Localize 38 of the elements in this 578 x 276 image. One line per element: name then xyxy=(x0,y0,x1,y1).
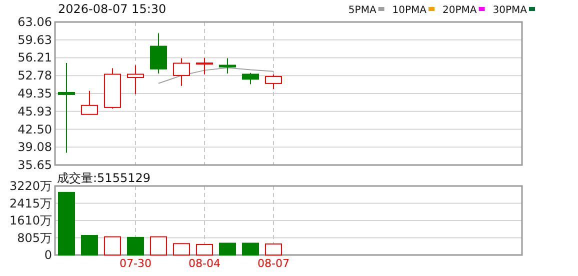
candlestick xyxy=(196,57,213,75)
legend-label: 10PMA xyxy=(392,5,427,16)
y-tick-label: 59.63 xyxy=(18,32,52,47)
bar xyxy=(81,235,98,256)
y-tick-label: 39.08 xyxy=(18,140,52,154)
x-tick-label: 08-04 xyxy=(188,257,220,270)
x-tick-label: 07-30 xyxy=(120,257,152,270)
legend-label: 5PMA xyxy=(348,5,376,16)
y-tick-label: 35.65 xyxy=(18,158,52,172)
bar xyxy=(265,243,282,256)
bar xyxy=(58,192,75,256)
y-tick-label: 49.35 xyxy=(18,86,52,101)
legend-label: 30PMA xyxy=(492,5,528,16)
y-tick-label: 2415万 xyxy=(9,196,52,210)
y-tick-label: 1610万 xyxy=(9,214,52,228)
bar xyxy=(219,242,236,256)
chart-title: 成交量:5155129 xyxy=(57,171,150,185)
y-tick-label: 805万 xyxy=(17,230,52,245)
candlestick xyxy=(58,62,75,154)
candlestick xyxy=(173,58,190,86)
x-tick-label: 08-07 xyxy=(258,257,290,270)
bar xyxy=(150,236,167,256)
chart-title: 2026-08-07 15:30 xyxy=(58,2,166,16)
bar xyxy=(196,244,213,256)
y-tick-label: 45.93 xyxy=(18,104,52,118)
candlestick xyxy=(219,58,236,74)
y-tick-label: 3220万 xyxy=(9,179,52,193)
legend-label: 20PMA xyxy=(442,5,477,16)
bar xyxy=(127,236,144,256)
candlestick xyxy=(127,64,144,95)
bar xyxy=(104,236,121,256)
y-tick-label: 42.50 xyxy=(18,122,52,136)
y-tick-label: 52.78 xyxy=(18,68,52,83)
y-tick-label: 63.06 xyxy=(18,15,52,29)
bar xyxy=(173,243,190,256)
y-tick-label: 56.21 xyxy=(18,50,52,65)
bar xyxy=(242,242,259,256)
y-tick-label: 0 xyxy=(44,248,52,262)
